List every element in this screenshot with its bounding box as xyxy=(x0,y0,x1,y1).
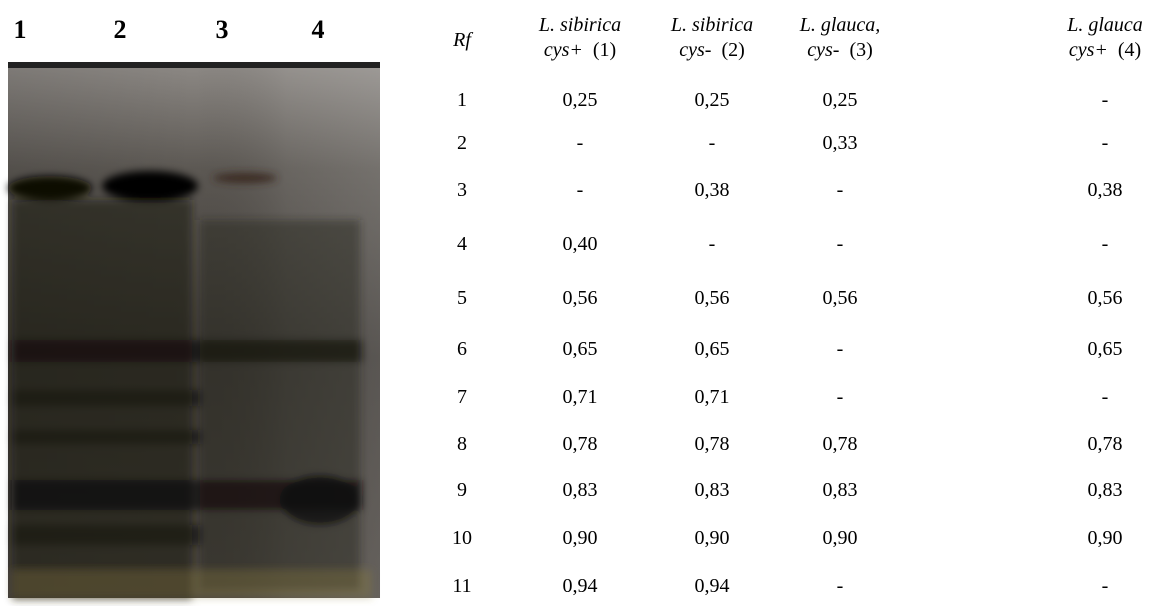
rf-value: 0,56 xyxy=(823,288,858,308)
rf-value: - xyxy=(1102,90,1109,110)
column-species: L. sibirica xyxy=(671,15,753,35)
lane-number: (4) xyxy=(1118,39,1141,61)
rf-value: - xyxy=(837,339,844,359)
rf-value: 0,65 xyxy=(563,339,598,359)
figure: 1 2 3 4 Rf L. sibirica cys+ (1) L. sibirica cys-… xyxy=(0,0,1153,606)
rf-value: 0,56 xyxy=(563,288,598,308)
column-subheader: cys- (2) xyxy=(679,40,745,60)
rf-value: 0,83 xyxy=(695,480,730,500)
rf-value: 0,56 xyxy=(1088,288,1123,308)
rf-index: 10 xyxy=(452,528,472,548)
rf-index: 8 xyxy=(457,434,467,454)
rf-value: 0,90 xyxy=(1088,528,1123,548)
rf-value: 0,94 xyxy=(563,576,598,596)
rf-index: 11 xyxy=(452,576,471,596)
lane-number: (3) xyxy=(849,39,872,61)
rf-value: - xyxy=(1102,387,1109,407)
genotype: cys- xyxy=(807,39,839,61)
rf-value: 0,33 xyxy=(823,133,858,153)
rf-value: 0,78 xyxy=(695,434,730,454)
rf-value: 0,83 xyxy=(563,480,598,500)
rf-value: - xyxy=(837,180,844,200)
rf-header: Rf xyxy=(453,30,471,50)
rf-value: 0,83 xyxy=(1088,480,1123,500)
rf-index: 2 xyxy=(457,133,467,153)
rf-value: - xyxy=(577,180,584,200)
column-species: L. glauca, xyxy=(800,15,881,35)
lane-number: (1) xyxy=(593,39,616,61)
rf-value: - xyxy=(577,133,584,153)
lane-number: (2) xyxy=(721,39,744,61)
column-subheader: cys+ (4) xyxy=(1069,40,1141,60)
lane-label: 3 xyxy=(216,17,229,43)
rf-value: - xyxy=(1102,234,1109,254)
rf-value: 0,25 xyxy=(823,90,858,110)
rf-value: - xyxy=(709,133,716,153)
rf-value: 0,38 xyxy=(1088,180,1123,200)
rf-index: 7 xyxy=(457,387,467,407)
rf-index: 4 xyxy=(457,234,467,254)
rf-index: 9 xyxy=(457,480,467,500)
genotype: cys+ xyxy=(544,39,583,61)
rf-index: 5 xyxy=(457,288,467,308)
rf-value: - xyxy=(1102,576,1109,596)
rf-index: 1 xyxy=(457,90,467,110)
rf-index: 3 xyxy=(457,180,467,200)
genotype: cys- xyxy=(679,39,711,61)
rf-value: - xyxy=(837,387,844,407)
rf-value: 0,56 xyxy=(695,288,730,308)
rf-value: 0,78 xyxy=(823,434,858,454)
rf-value: 0,90 xyxy=(695,528,730,548)
rf-value: 0,25 xyxy=(695,90,730,110)
column-subheader: cys- (3) xyxy=(807,40,873,60)
rf-value: 0,78 xyxy=(563,434,598,454)
gel-image xyxy=(0,0,400,606)
rf-value: - xyxy=(837,234,844,254)
rf-value: 0,25 xyxy=(563,90,598,110)
genotype: cys+ xyxy=(1069,39,1108,61)
rf-value: 0,90 xyxy=(823,528,858,548)
rf-value: 0,65 xyxy=(695,339,730,359)
rf-value: 0,38 xyxy=(695,180,730,200)
rf-value: 0,65 xyxy=(1088,339,1123,359)
rf-value: - xyxy=(709,234,716,254)
rf-value: 0,40 xyxy=(563,234,598,254)
rf-value: 0,83 xyxy=(823,480,858,500)
rf-value: 0,78 xyxy=(1088,434,1123,454)
rf-value: 0,71 xyxy=(563,387,598,407)
column-species: L. sibirica xyxy=(539,15,621,35)
lane-label: 1 xyxy=(14,17,27,43)
rf-value: - xyxy=(837,576,844,596)
column-species: L. glauca xyxy=(1067,15,1143,35)
rf-value: 0,94 xyxy=(695,576,730,596)
lane-label: 2 xyxy=(114,17,127,43)
rf-index: 6 xyxy=(457,339,467,359)
rf-value: - xyxy=(1102,133,1109,153)
rf-value: 0,90 xyxy=(563,528,598,548)
column-subheader: cys+ (1) xyxy=(544,40,616,60)
lane-label: 4 xyxy=(312,17,325,43)
rf-value: 0,71 xyxy=(695,387,730,407)
